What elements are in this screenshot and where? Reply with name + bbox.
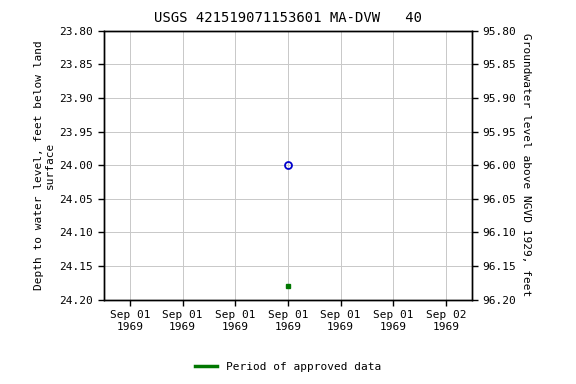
Y-axis label: Groundwater level above NGVD 1929, feet: Groundwater level above NGVD 1929, feet bbox=[521, 33, 530, 297]
Y-axis label: Depth to water level, feet below land
surface: Depth to water level, feet below land su… bbox=[34, 40, 55, 290]
Legend: Period of approved data: Period of approved data bbox=[191, 358, 385, 377]
Title: USGS 421519071153601 MA-DVW   40: USGS 421519071153601 MA-DVW 40 bbox=[154, 12, 422, 25]
